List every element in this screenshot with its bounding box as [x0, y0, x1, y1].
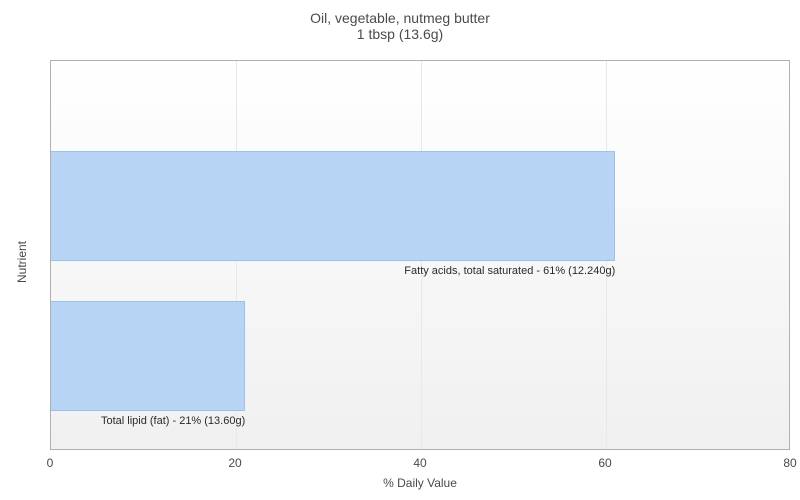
nutrient-chart: Oil, vegetable, nutmeg butter 1 tbsp (13… [0, 0, 800, 500]
y-axis-label: Nutrient [15, 241, 29, 283]
bar [51, 151, 615, 261]
chart-title: Oil, vegetable, nutmeg butter 1 tbsp (13… [0, 10, 800, 42]
x-tick-label: 20 [228, 456, 241, 470]
x-axis-label: % Daily Value [383, 476, 457, 490]
x-tick-label: 60 [598, 456, 611, 470]
bar [51, 301, 245, 411]
plot-area: Fatty acids, total saturated - 61% (12.2… [50, 60, 790, 450]
x-tick-label: 80 [783, 456, 796, 470]
x-tick-label: 40 [413, 456, 426, 470]
chart-title-line2: 1 tbsp (13.6g) [0, 26, 800, 42]
chart-title-line1: Oil, vegetable, nutmeg butter [0, 10, 800, 26]
x-tick-label: 0 [47, 456, 54, 470]
bar-label: Fatty acids, total saturated - 61% (12.2… [51, 265, 615, 277]
bar-label: Total lipid (fat) - 21% (13.60g) [51, 415, 245, 427]
